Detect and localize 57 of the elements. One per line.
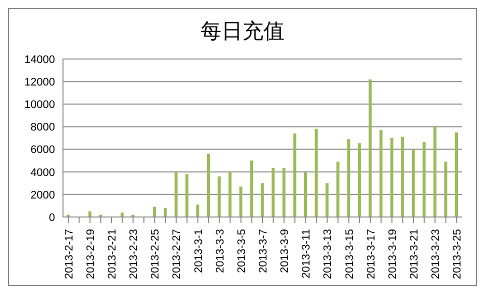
bar xyxy=(444,162,448,217)
x-tick-label: 2013-2-27 xyxy=(171,229,184,280)
bar xyxy=(153,206,156,217)
x-tick-label: 2013-3-3 xyxy=(214,229,226,274)
bar xyxy=(196,204,200,217)
bar xyxy=(304,172,308,217)
bar xyxy=(326,183,329,217)
y-tick-label: 12000 xyxy=(24,76,55,88)
x-tick-label: 2013-3-25 xyxy=(452,229,464,280)
x-tick-label: 2013-2-17 xyxy=(63,229,76,280)
bar xyxy=(412,150,415,217)
x-tick-label: 2013-3-7 xyxy=(258,229,270,274)
x-tick-label: 2013-3-17 xyxy=(365,229,378,280)
bar xyxy=(164,208,167,217)
x-tick-label: 2013-3-15 xyxy=(344,229,356,280)
x-tick-label: 2013-3-21 xyxy=(408,229,420,280)
bar xyxy=(260,183,264,217)
bar xyxy=(347,139,350,217)
bar xyxy=(380,130,383,217)
bar xyxy=(433,126,436,217)
y-tick-label: 2000 xyxy=(30,189,55,202)
y-tick-label: 8000 xyxy=(30,122,55,134)
x-tick-label: 2013-3-19 xyxy=(386,229,399,280)
bar xyxy=(174,172,178,217)
x-tick-label: 2013-3-11 xyxy=(300,229,313,278)
bar xyxy=(228,172,232,217)
chart-title: 每日充值 xyxy=(200,18,286,45)
y-tick-label: 14000 xyxy=(24,54,55,66)
bar xyxy=(206,154,210,217)
bar xyxy=(358,143,361,217)
bar xyxy=(314,128,318,217)
x-tick-label: 2013-2-21 xyxy=(106,229,119,280)
bar xyxy=(422,142,426,217)
y-tick-label: 10000 xyxy=(24,99,55,112)
x-tick-label: 2013-2-23 xyxy=(128,229,140,280)
x-tick-label: 2013-3-13 xyxy=(322,229,334,280)
bar xyxy=(185,174,188,217)
y-tick-label: 6000 xyxy=(30,144,55,156)
bar xyxy=(282,168,286,217)
bar xyxy=(218,176,221,217)
bar xyxy=(368,79,372,217)
x-tick-label: 2013-3-1 xyxy=(192,229,205,274)
bar xyxy=(272,168,275,217)
x-tick-label: 2013-2-25 xyxy=(150,229,162,280)
bar xyxy=(454,132,458,217)
bar xyxy=(390,138,394,217)
y-tick-label: 4000 xyxy=(30,166,55,179)
x-tick-label: 2013-3-9 xyxy=(279,229,292,274)
x-tick-label: 2013-3-5 xyxy=(236,229,248,274)
bar xyxy=(336,162,340,217)
bar xyxy=(239,186,242,217)
bar xyxy=(401,136,404,217)
y-tick-label: 0 xyxy=(48,212,55,224)
bar xyxy=(250,160,254,217)
x-tick-label: 2013-2-19 xyxy=(84,229,97,280)
bar xyxy=(293,133,296,217)
x-tick-label: 2013-3-23 xyxy=(430,229,442,280)
